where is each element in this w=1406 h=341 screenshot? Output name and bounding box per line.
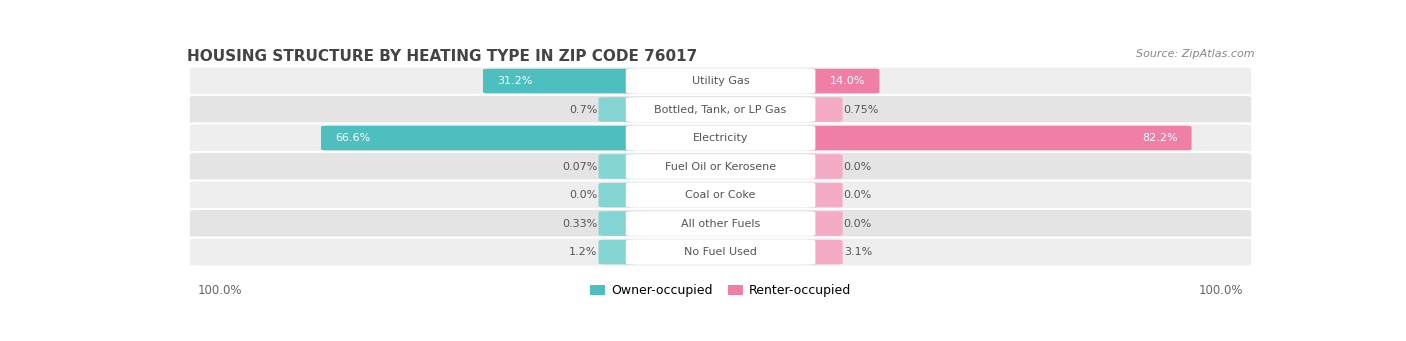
FancyBboxPatch shape — [188, 66, 1253, 96]
FancyBboxPatch shape — [804, 211, 842, 236]
Text: 0.0%: 0.0% — [569, 190, 598, 200]
Text: Electricity: Electricity — [693, 133, 748, 143]
Text: All other Fuels: All other Fuels — [681, 219, 761, 228]
Text: HOUSING STRUCTURE BY HEATING TYPE IN ZIP CODE 76017: HOUSING STRUCTURE BY HEATING TYPE IN ZIP… — [187, 49, 697, 64]
FancyBboxPatch shape — [599, 183, 637, 207]
FancyBboxPatch shape — [188, 95, 1253, 124]
Text: 1.2%: 1.2% — [569, 247, 598, 257]
Text: 0.75%: 0.75% — [844, 105, 879, 115]
FancyBboxPatch shape — [804, 154, 842, 179]
Text: 66.6%: 66.6% — [335, 133, 370, 143]
FancyBboxPatch shape — [626, 211, 815, 236]
Text: Source: ZipAtlas.com: Source: ZipAtlas.com — [1136, 49, 1254, 59]
FancyBboxPatch shape — [188, 152, 1253, 181]
FancyBboxPatch shape — [599, 154, 637, 179]
Text: 0.0%: 0.0% — [844, 219, 872, 228]
Text: 3.1%: 3.1% — [844, 247, 872, 257]
FancyBboxPatch shape — [599, 97, 637, 122]
FancyBboxPatch shape — [804, 126, 1191, 150]
FancyBboxPatch shape — [626, 183, 815, 207]
Text: Coal or Coke: Coal or Coke — [685, 190, 756, 200]
Text: Bottled, Tank, or LP Gas: Bottled, Tank, or LP Gas — [654, 105, 787, 115]
FancyBboxPatch shape — [626, 97, 815, 122]
FancyBboxPatch shape — [188, 209, 1253, 238]
Text: 0.0%: 0.0% — [844, 162, 872, 172]
Text: 0.7%: 0.7% — [569, 105, 598, 115]
FancyBboxPatch shape — [599, 211, 637, 236]
FancyBboxPatch shape — [321, 126, 637, 150]
FancyBboxPatch shape — [626, 154, 815, 179]
FancyBboxPatch shape — [626, 126, 815, 150]
Text: No Fuel Used: No Fuel Used — [685, 247, 756, 257]
Text: 0.33%: 0.33% — [562, 219, 598, 228]
FancyBboxPatch shape — [626, 240, 815, 264]
Text: 100.0%: 100.0% — [197, 284, 242, 297]
Text: 100.0%: 100.0% — [1199, 284, 1244, 297]
Text: Fuel Oil or Kerosene: Fuel Oil or Kerosene — [665, 162, 776, 172]
Text: 82.2%: 82.2% — [1142, 133, 1177, 143]
FancyBboxPatch shape — [804, 97, 842, 122]
FancyBboxPatch shape — [188, 237, 1253, 267]
Legend: Owner-occupied, Renter-occupied: Owner-occupied, Renter-occupied — [591, 284, 851, 297]
Text: 14.0%: 14.0% — [830, 76, 865, 86]
FancyBboxPatch shape — [626, 69, 815, 93]
Text: 0.07%: 0.07% — [562, 162, 598, 172]
FancyBboxPatch shape — [599, 240, 637, 264]
Text: 31.2%: 31.2% — [498, 76, 533, 86]
Text: Utility Gas: Utility Gas — [692, 76, 749, 86]
FancyBboxPatch shape — [804, 183, 842, 207]
FancyBboxPatch shape — [804, 69, 879, 93]
FancyBboxPatch shape — [188, 180, 1253, 210]
FancyBboxPatch shape — [484, 69, 637, 93]
FancyBboxPatch shape — [188, 123, 1253, 153]
Text: 0.0%: 0.0% — [844, 190, 872, 200]
FancyBboxPatch shape — [804, 240, 842, 264]
